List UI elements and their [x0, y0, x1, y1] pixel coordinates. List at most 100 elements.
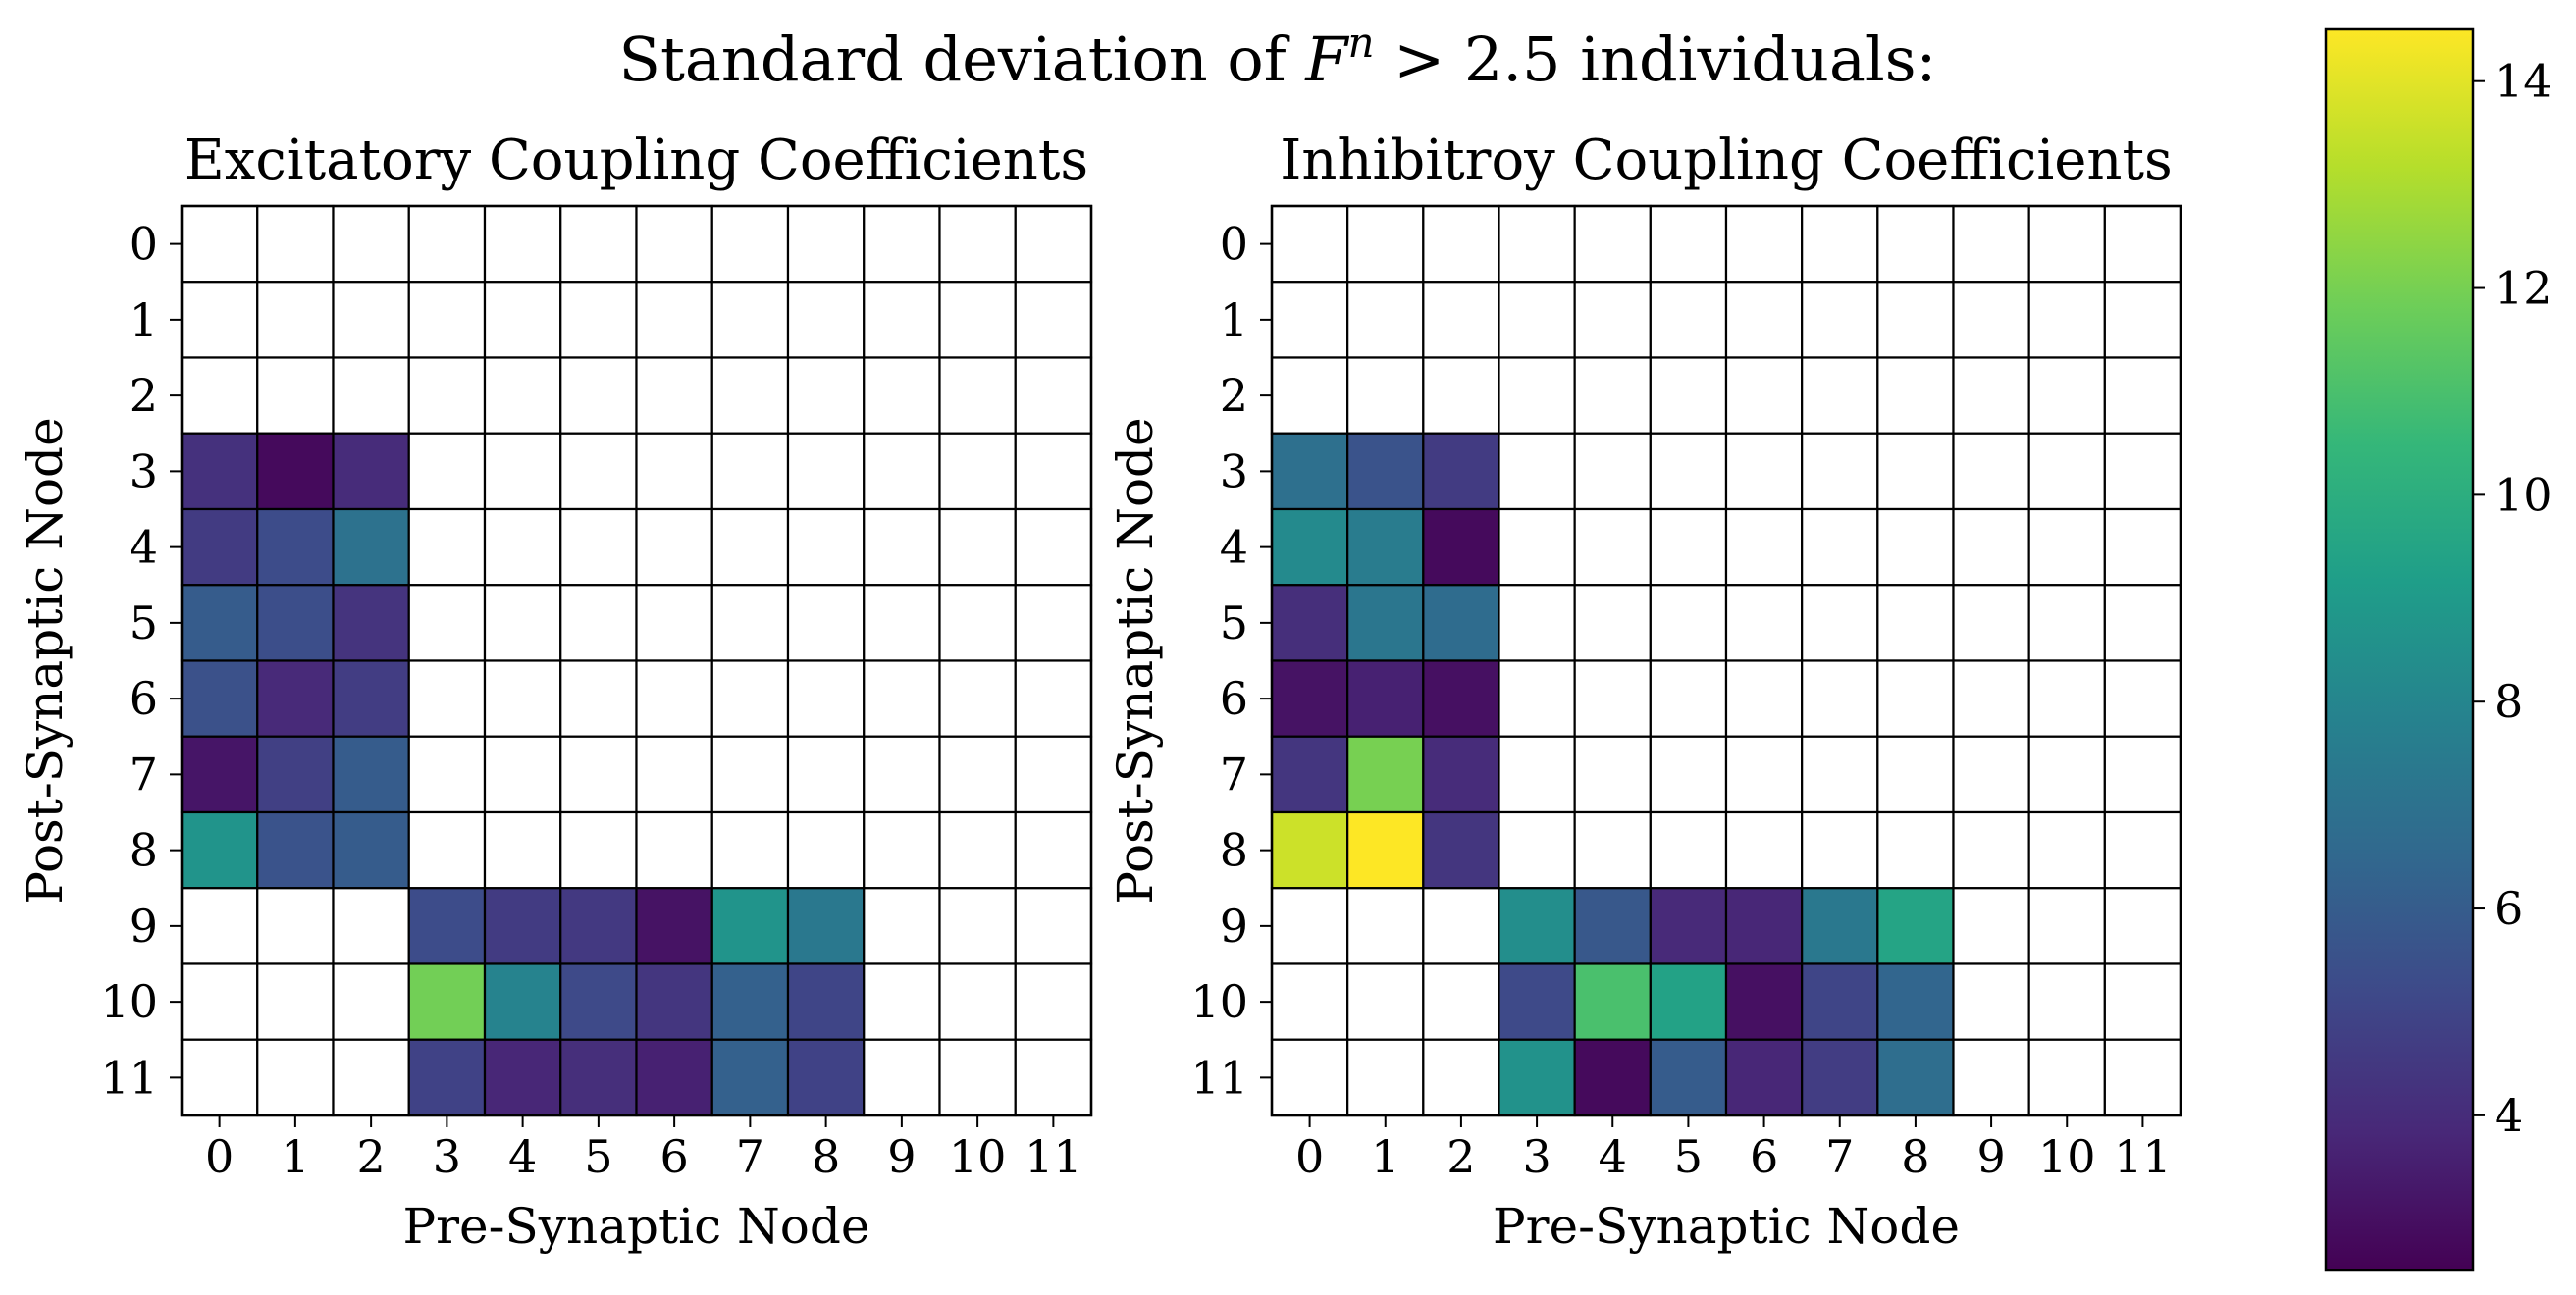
x-tick-label: 11	[1025, 1130, 1082, 1183]
heatmap-cell	[1649, 281, 1728, 359]
heatmap-cell	[1724, 281, 1804, 359]
heatmap-cell	[635, 810, 713, 890]
heatmap-cell	[938, 962, 1017, 1041]
heatmap-cell	[559, 356, 638, 435]
heatmap-cell	[938, 735, 1017, 814]
heatmap-cell	[1952, 507, 2030, 587]
heatmap-cell	[483, 962, 562, 1041]
heatmap-cell	[710, 962, 790, 1041]
y-axis-label: Post-Synaptic Node	[17, 417, 74, 904]
x-tick-label: 0	[1295, 1130, 1324, 1183]
heatmap-cell	[1014, 281, 1093, 359]
heatmap-cell	[332, 1038, 410, 1117]
heatmap-cell	[635, 204, 713, 284]
heatmap-cell	[635, 356, 713, 435]
x-tick-label: 8	[1901, 1130, 1929, 1183]
heatmap-cell	[1952, 735, 2030, 814]
heatmap-cell	[1498, 432, 1576, 511]
x-tick-label: 4	[1599, 1130, 1627, 1183]
heatmap-cell	[938, 432, 1017, 511]
heatmap-cell	[256, 584, 335, 662]
heatmap-cell	[863, 281, 941, 359]
heatmap-cell	[180, 887, 259, 965]
y-tick-label: 10	[100, 975, 158, 1028]
heatmap-cell	[863, 507, 941, 587]
colorbar-tick-label: 14	[2495, 55, 2552, 108]
heatmap-cell	[1014, 810, 1093, 890]
y-tick-label: 7	[130, 748, 158, 801]
heatmap-cell	[2027, 887, 2106, 965]
x-tick-label: 10	[2038, 1130, 2096, 1183]
y-tick-label: 11	[1190, 1051, 1248, 1104]
heatmap-cell	[1573, 281, 1652, 359]
heatmap-cell	[1422, 432, 1500, 511]
heatmap-cell	[1498, 584, 1576, 662]
heatmap-cell	[786, 962, 866, 1041]
y-tick-label: 2	[1220, 369, 1248, 422]
heatmap-cell	[1346, 659, 1425, 738]
heatmap-cell	[2027, 432, 2106, 511]
heatmap-cell	[1270, 432, 1349, 511]
heatmap-cell	[1573, 507, 1652, 587]
heatmap-cell	[1724, 356, 1804, 435]
heatmap-cell	[1724, 962, 1804, 1041]
heatmap-cell	[863, 659, 941, 738]
heatmap-cell	[1422, 887, 1500, 965]
heatmap-cell	[1014, 735, 1093, 814]
heatmap-cell	[1270, 887, 1349, 965]
heatmap-cell	[1346, 962, 1425, 1041]
heatmap-cell	[710, 1038, 790, 1117]
heatmap-cell	[1573, 887, 1652, 965]
heatmap-cell	[407, 1038, 487, 1117]
heatmap-cell	[863, 962, 941, 1041]
heatmap-cell	[938, 887, 1017, 965]
y-tick-label: 1	[130, 293, 158, 346]
heatmap-cell	[1014, 1038, 1093, 1117]
heatmap-cell	[1649, 432, 1728, 511]
heatmap-cell	[635, 584, 713, 662]
heatmap-cell	[1649, 887, 1728, 965]
heatmap-cell	[180, 810, 259, 890]
heatmap-cell	[2103, 810, 2182, 890]
heatmap-cell	[1876, 356, 1955, 435]
heatmap-cell	[1422, 735, 1500, 814]
heatmap-cell	[1876, 507, 1955, 587]
x-tick-label: 5	[1674, 1130, 1703, 1183]
heatmap-cell	[407, 356, 487, 435]
heatmap-cell	[332, 962, 410, 1041]
heatmap-cell	[863, 356, 941, 435]
heatmap-cell	[180, 962, 259, 1041]
y-tick-label: 3	[1220, 444, 1248, 497]
y-tick-label: 4	[1220, 521, 1248, 574]
x-axis-label: Pre-Synaptic Node	[403, 1198, 870, 1255]
heatmap-cell	[332, 507, 410, 587]
heatmap-cell	[483, 735, 562, 814]
heatmap-cell	[1270, 507, 1349, 587]
heatmap-cell	[559, 659, 638, 738]
heatmap-cell	[559, 810, 638, 890]
heatmap-cell	[863, 1038, 941, 1117]
heatmap-cell	[180, 281, 259, 359]
heatmap-cell	[1952, 1038, 2030, 1117]
heatmap-cell	[2027, 507, 2106, 587]
heatmap-cell	[1422, 204, 1500, 284]
heatmap-cell	[2027, 281, 2106, 359]
heatmap-cell	[938, 281, 1017, 359]
heatmap-cell	[559, 204, 638, 284]
heatmap-cell	[1498, 1038, 1576, 1117]
heatmap-cell	[559, 584, 638, 662]
x-axis-label: Pre-Synaptic Node	[1493, 1198, 1960, 1255]
heatmap-cell	[710, 356, 790, 435]
heatmap-cell	[2103, 281, 2182, 359]
heatmap-cell	[407, 204, 487, 284]
heatmap-cell	[1270, 962, 1349, 1041]
x-tick-label: 0	[205, 1130, 234, 1183]
plot-frame	[1270, 204, 2182, 1117]
heatmap-cell	[786, 432, 866, 511]
heatmap-cell	[1422, 1038, 1500, 1117]
heatmap-cell	[1724, 432, 1804, 511]
heatmap-cell	[332, 432, 410, 511]
heatmap-cell	[407, 659, 487, 738]
heatmap-cell	[1952, 810, 2030, 890]
heatmap-cell	[407, 735, 487, 814]
